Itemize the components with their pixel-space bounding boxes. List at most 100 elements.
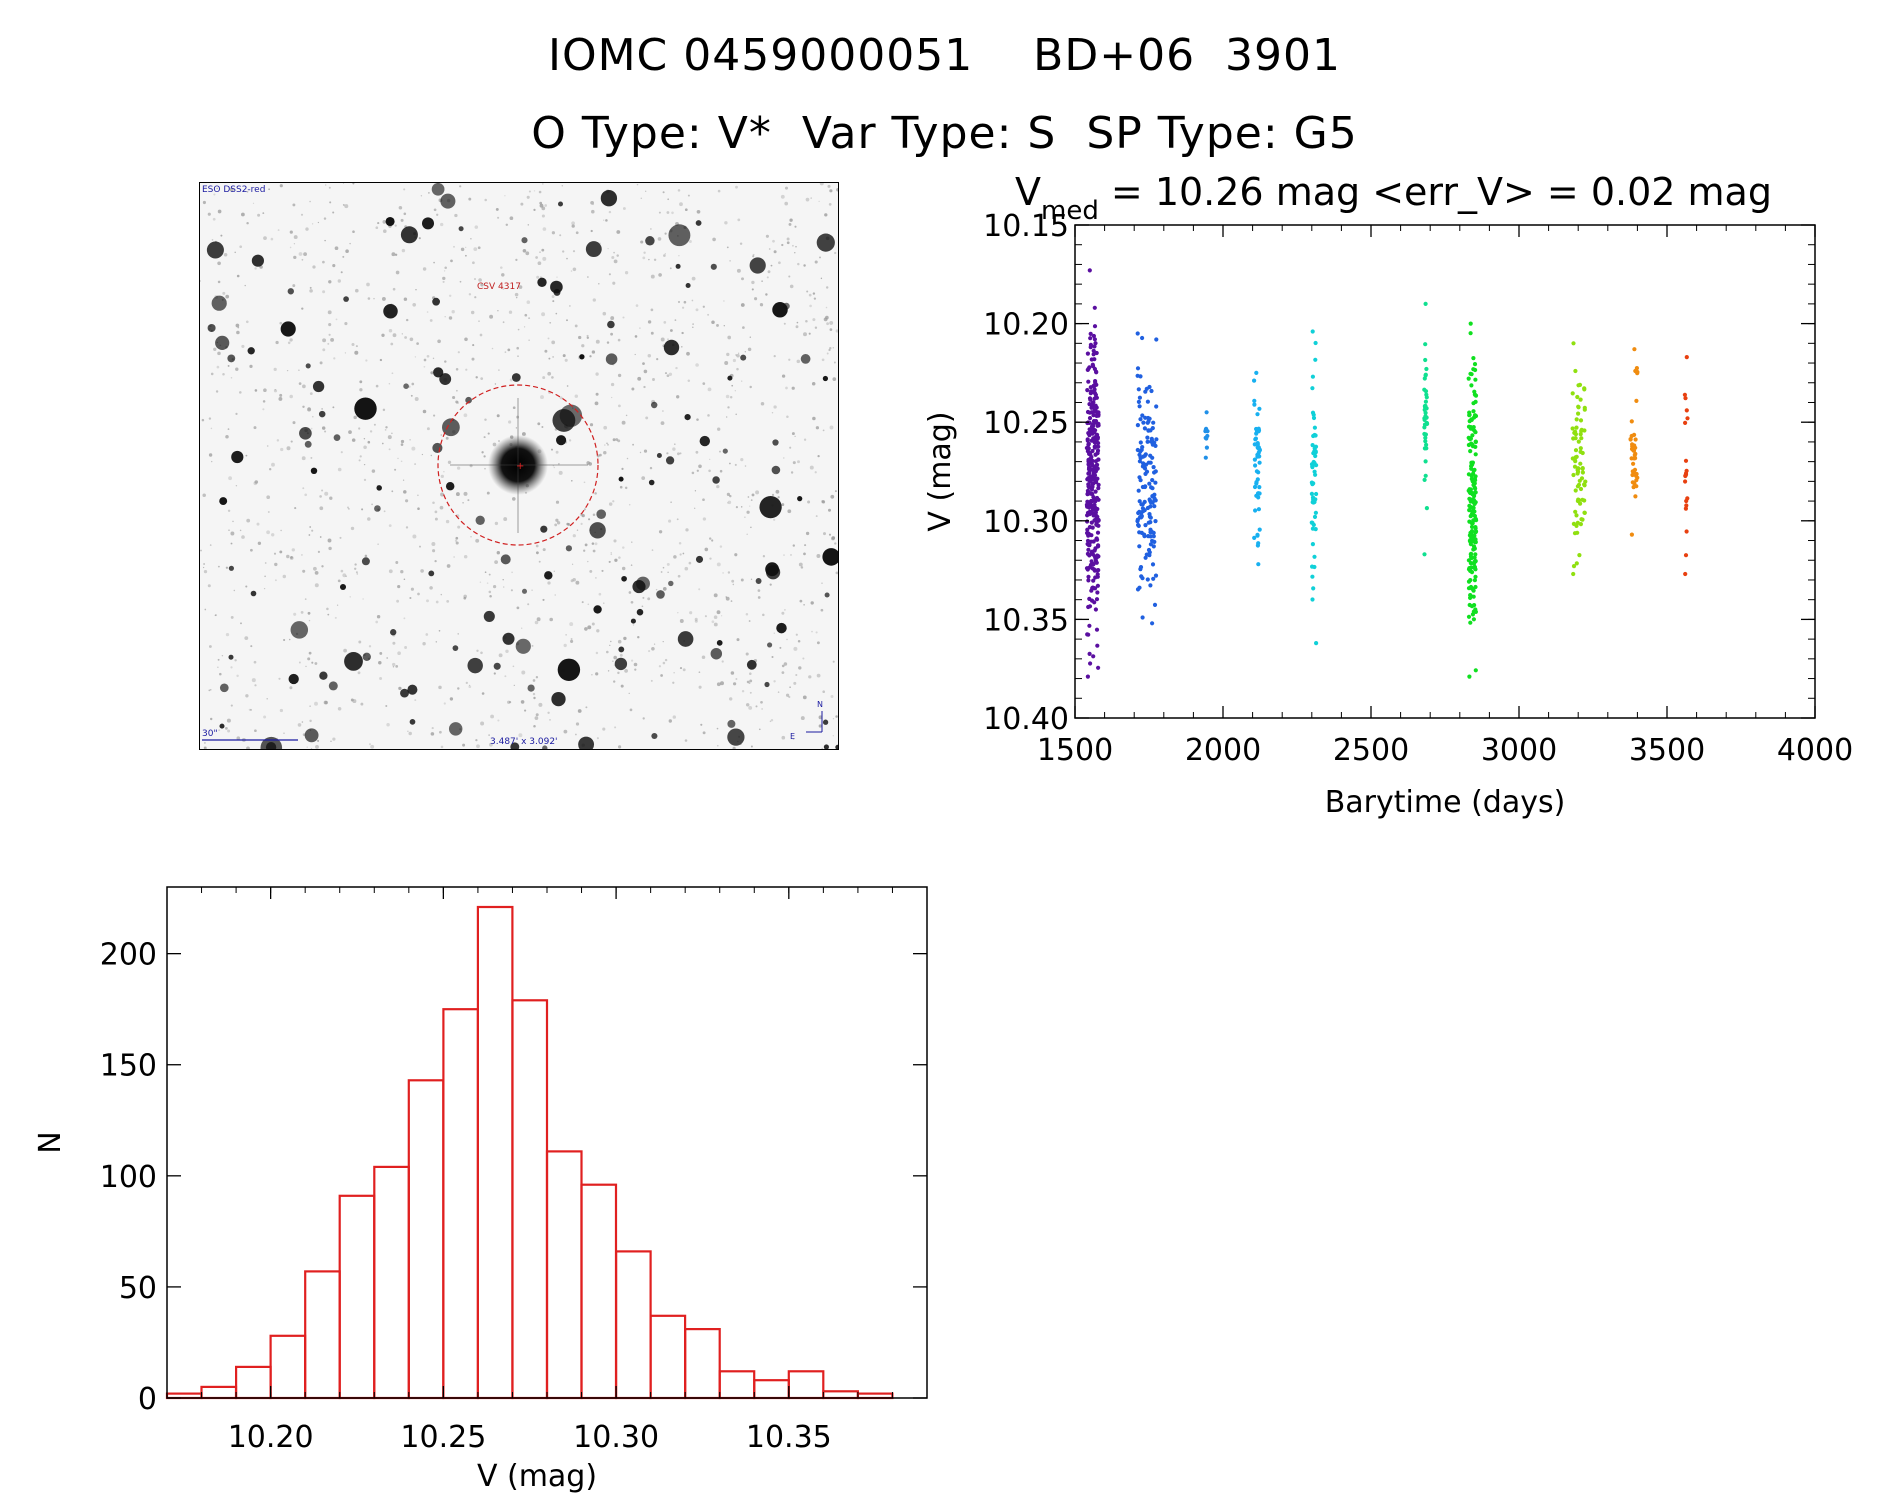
light-curve-point — [1313, 449, 1318, 454]
faint-star — [312, 265, 316, 269]
light-curve-point — [1684, 498, 1689, 504]
faint-star — [698, 671, 701, 674]
light-curve-point — [1141, 508, 1146, 514]
light-curve-point — [1086, 457, 1091, 463]
faint-star — [670, 501, 672, 503]
histogram-bar — [511, 999, 549, 1400]
field-star — [699, 435, 710, 447]
faint-star — [709, 458, 711, 461]
light-curve-point — [1085, 538, 1091, 543]
faint-star — [741, 380, 743, 382]
faint-star — [423, 365, 426, 368]
faint-star — [310, 748, 313, 749]
light-curve-point — [1203, 455, 1208, 460]
faint-star — [271, 533, 275, 537]
faint-star — [332, 737, 336, 741]
light-curve-point — [1137, 530, 1142, 535]
light-curve-point — [1632, 456, 1637, 461]
faint-star — [457, 351, 460, 354]
faint-star — [713, 615, 718, 619]
faint-star — [622, 316, 625, 319]
light-curve-point — [1086, 379, 1091, 384]
light-curve-point — [1096, 568, 1101, 573]
light-curve-point — [1148, 504, 1153, 509]
faint-star — [716, 744, 719, 747]
light-curve-point — [1256, 495, 1261, 500]
light-curve-point — [1135, 519, 1140, 524]
faint-star — [298, 369, 300, 372]
light-curve-point — [1095, 643, 1100, 648]
faint-star — [783, 457, 785, 459]
light-curve-point — [1635, 371, 1640, 376]
faint-star — [571, 563, 574, 565]
faint-star — [400, 218, 404, 222]
faint-star — [577, 709, 582, 713]
faint-star — [375, 226, 379, 230]
faint-star — [390, 342, 394, 346]
light-curve-point — [1684, 355, 1689, 360]
faint-star — [641, 476, 646, 480]
faint-star — [215, 390, 219, 393]
light-curve-point — [1472, 415, 1477, 420]
light-curve-point — [1142, 484, 1148, 490]
faint-star — [662, 410, 664, 412]
light-curve-point — [1086, 431, 1092, 436]
light-curve-point — [1469, 490, 1474, 496]
light-curve-point — [1573, 429, 1578, 434]
faint-star — [696, 469, 699, 472]
faint-star — [434, 510, 438, 514]
faint-star — [795, 673, 798, 677]
light-curve-point — [1087, 491, 1092, 496]
faint-star — [821, 747, 823, 749]
faint-star — [536, 617, 541, 622]
faint-star — [208, 689, 211, 692]
faint-star — [740, 578, 744, 582]
light-curve-point — [1091, 400, 1096, 405]
light-curve-point — [1096, 444, 1101, 449]
faint-star — [821, 500, 826, 504]
faint-star — [236, 674, 239, 678]
light-curve-point — [1422, 416, 1427, 421]
faint-star — [796, 321, 799, 324]
light-curve-point — [1424, 415, 1429, 420]
field-star — [385, 216, 395, 227]
light-curve-point — [1203, 435, 1208, 440]
faint-star — [329, 201, 332, 204]
light-curve-point — [1255, 454, 1260, 459]
faint-star — [324, 700, 328, 705]
light-curve-point — [1472, 428, 1477, 433]
faint-star — [426, 427, 430, 431]
faint-star — [302, 405, 305, 408]
faint-star — [225, 727, 228, 730]
faint-star — [789, 446, 792, 449]
light-curve-point — [1136, 522, 1141, 528]
faint-star — [694, 617, 698, 621]
faint-star — [308, 534, 311, 536]
light-curve-point — [1093, 341, 1098, 346]
histogram-y-label: N — [33, 1131, 68, 1153]
faint-star — [624, 271, 629, 275]
faint-star — [731, 579, 735, 583]
faint-star — [683, 300, 687, 304]
faint-star — [570, 579, 574, 583]
faint-star — [633, 662, 638, 667]
faint-star — [664, 232, 667, 235]
light-curve-point — [1471, 367, 1476, 372]
faint-star — [420, 569, 424, 573]
light-curve-point — [1470, 462, 1475, 467]
field-star — [247, 347, 255, 355]
faint-star — [757, 596, 761, 599]
field-star — [521, 237, 528, 244]
light-curve-point — [1144, 386, 1149, 391]
faint-star — [508, 700, 512, 704]
faint-star — [307, 407, 312, 412]
light-curve-point — [1146, 547, 1152, 553]
light-curve-point — [1472, 564, 1477, 570]
field-star — [835, 744, 838, 749]
light-curve-point — [1091, 466, 1097, 472]
light-curve-point — [1310, 520, 1315, 525]
faint-star — [825, 306, 828, 309]
faint-star — [679, 619, 684, 623]
faint-star — [328, 280, 332, 284]
faint-star — [478, 278, 482, 282]
